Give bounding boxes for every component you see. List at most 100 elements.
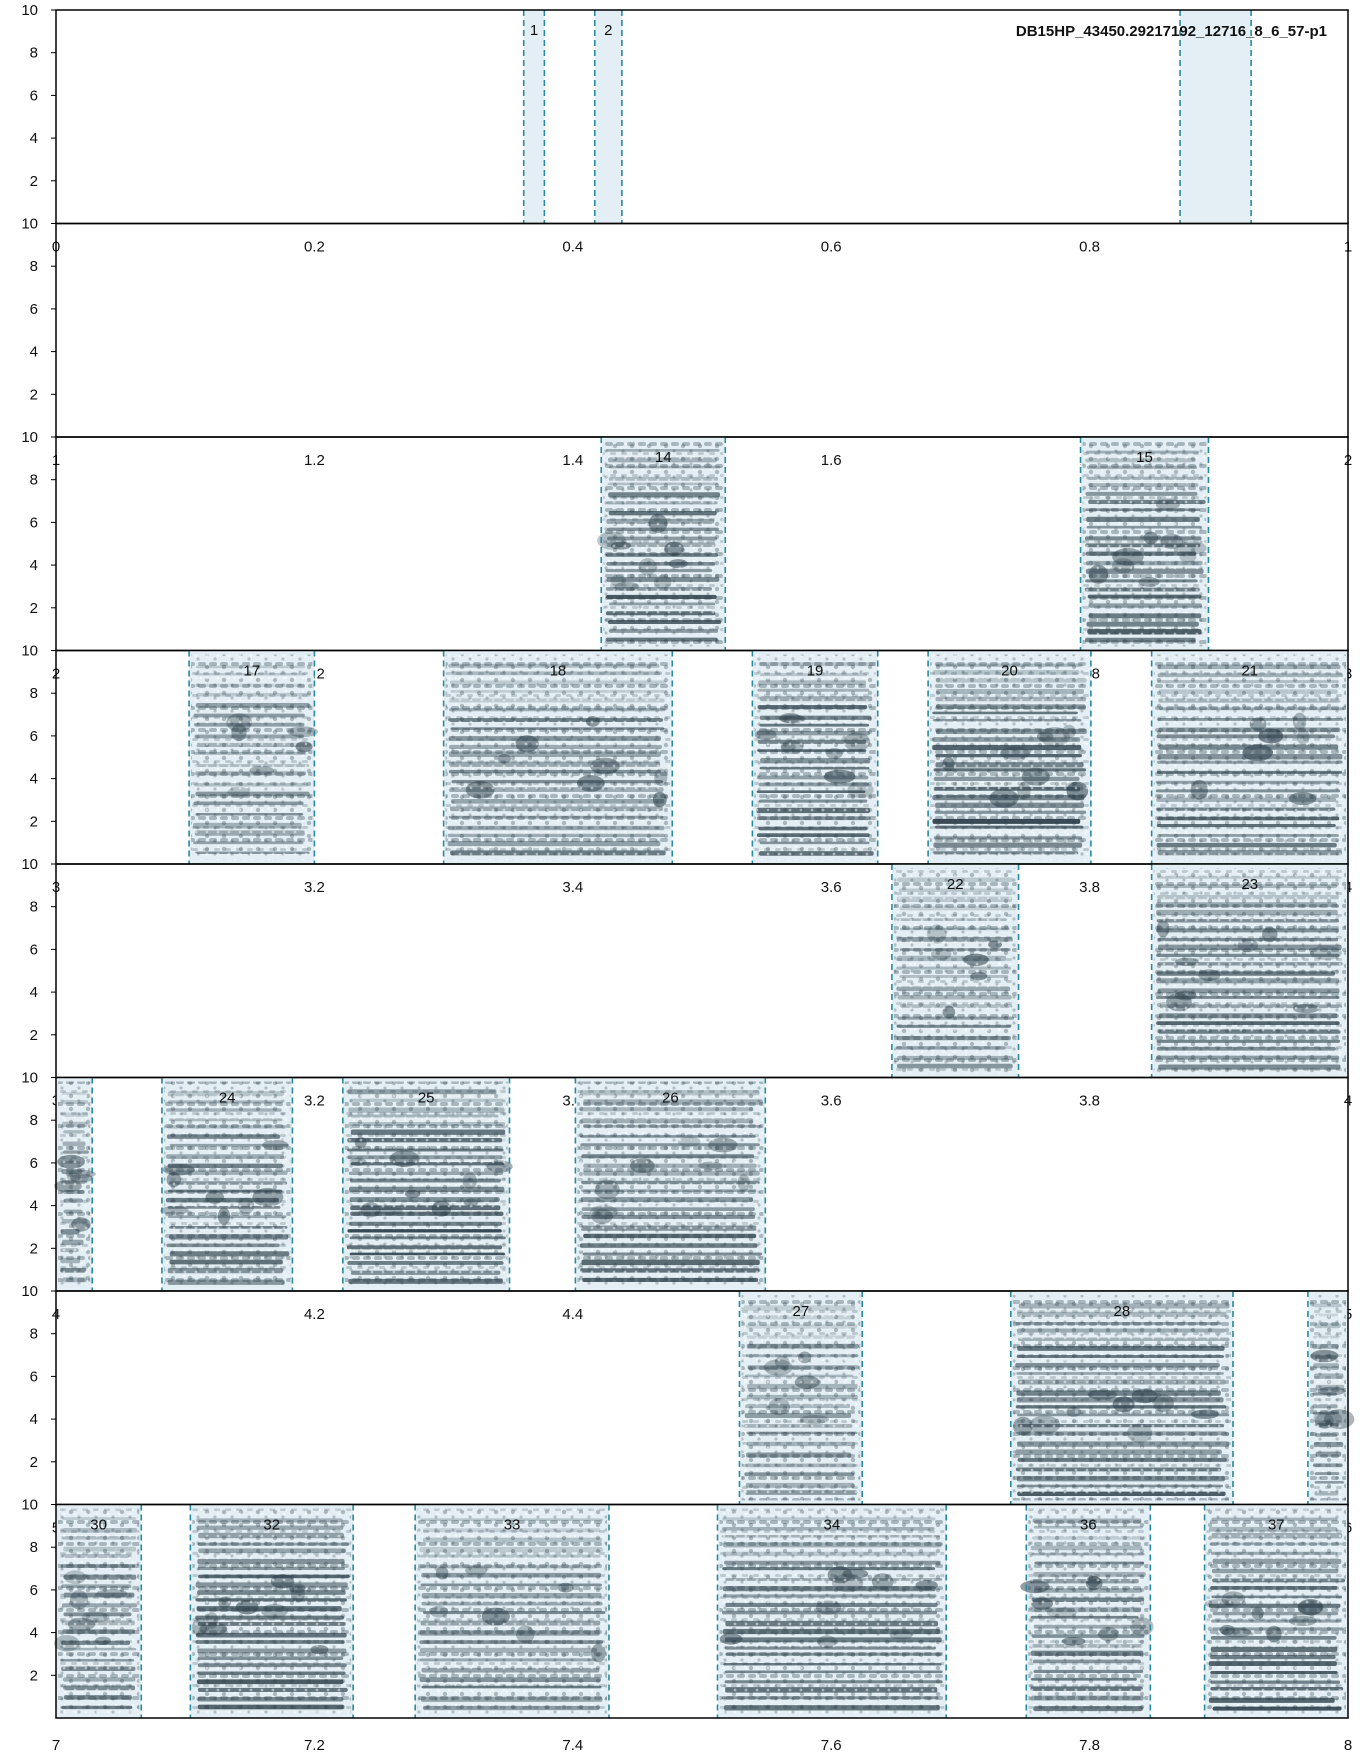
y-tick-label: 2 (30, 1027, 38, 1044)
segment[interactable]: 37 (1203, 1504, 1348, 1719)
y-tick-label: 10 (21, 216, 38, 233)
y-tick-label: 2 (30, 1240, 38, 1257)
segment[interactable]: 17 (188, 650, 318, 865)
y-tick-label: 2 (30, 1667, 38, 1684)
y-tick-label: 4 (30, 1625, 38, 1642)
y-tick-label: 4 (30, 984, 38, 1001)
y-tick-label: 8 (30, 1326, 38, 1343)
spectrogram-texture (192, 1508, 352, 1714)
segment-label: 28 (1114, 1303, 1131, 1320)
spectrogram-texture (163, 1081, 291, 1287)
y-tick-label: 4 (30, 771, 38, 788)
x-tick-label: 1.4 (562, 452, 583, 469)
spectrogram-row: 272824681055.25.45.65.86 (21, 1283, 1355, 1537)
y-tick-label: 10 (21, 2, 38, 19)
spectrogram-texture (191, 654, 313, 860)
segment[interactable]: 24 (160, 1077, 294, 1292)
y-tick-label: 6 (30, 514, 38, 531)
segment[interactable]: 23 (1150, 864, 1348, 1078)
y-tick-label: 6 (30, 1582, 38, 1599)
y-tick-label: 6 (30, 728, 38, 745)
x-tick-label: 7.4 (562, 1737, 583, 1754)
row-frame (55, 9, 1349, 225)
x-tick-label: 3.6 (821, 879, 842, 896)
segment-label: 37 (1268, 1517, 1285, 1534)
y-tick-label: 4 (30, 557, 38, 574)
y-tick-label: 10 (21, 1070, 38, 1087)
y-tick-label: 2 (30, 600, 38, 617)
y-tick-label: 2 (30, 173, 38, 190)
x-tick-label: 3.6 (821, 1093, 842, 1110)
segment-label: 1 (530, 22, 538, 39)
segment-label: 14 (655, 449, 672, 466)
spectrogram-texture (930, 654, 1089, 860)
y-tick-label: 6 (30, 301, 38, 318)
segment[interactable]: 22 (891, 864, 1020, 1078)
spectrogram-texture (1012, 1295, 1232, 1501)
x-tick-label: 4.2 (304, 1306, 325, 1323)
y-tick-label: 6 (30, 1155, 38, 1172)
segment[interactable] (1307, 1291, 1355, 1505)
segment[interactable]: 19 (751, 650, 879, 865)
segment-label: 21 (1241, 663, 1258, 680)
x-tick-label: 3.2 (304, 1093, 325, 1110)
segment[interactable]: 14 (597, 437, 727, 651)
segment[interactable]: 26 (574, 1077, 767, 1292)
x-tick-label: 8 (1344, 1737, 1352, 1754)
y-tick-label: 10 (21, 1497, 38, 1514)
segment-label: 36 (1080, 1517, 1097, 1534)
segment[interactable]: 28 (1009, 1291, 1234, 1505)
segment[interactable]: 34 (716, 1504, 947, 1719)
segment[interactable]: 32 (189, 1504, 354, 1719)
segment[interactable] (1179, 10, 1252, 224)
spectrogram-texture (603, 441, 724, 647)
x-tick-label: 3.8 (1079, 1093, 1100, 1110)
y-tick-label: 8 (30, 258, 38, 275)
segment[interactable]: 21 (1150, 650, 1348, 865)
segment-label: 20 (1001, 663, 1018, 680)
y-tick-label: 6 (30, 87, 38, 104)
segment-label: 15 (1136, 449, 1153, 466)
segment[interactable]: 20 (927, 650, 1092, 865)
spectrogram-texture (577, 1081, 764, 1287)
spectrogram-texture (1153, 868, 1346, 1074)
spectrogram-texture (893, 868, 1017, 1074)
segment-label: 25 (418, 1090, 435, 1107)
segment-box (523, 10, 545, 224)
figure-title: DB15HP_43450.29217192_12716_8_6_57-p1 (1016, 23, 1327, 40)
y-tick-label: 8 (30, 1539, 38, 1556)
segment[interactable]: 27 (738, 1291, 864, 1505)
spectrogram-texture (1309, 1295, 1346, 1501)
segment[interactable]: 2 (593, 10, 623, 224)
x-tick-label: 3.4 (562, 879, 583, 896)
segment[interactable] (54, 1077, 96, 1292)
y-tick-label: 4 (30, 130, 38, 147)
segment-label: 30 (90, 1517, 107, 1534)
spectrogram-row: 222324681033.23.43.63.84 (21, 856, 1352, 1110)
segment[interactable]: 1 (522, 10, 546, 224)
segment[interactable]: 33 (414, 1504, 610, 1719)
segment[interactable]: 25 (342, 1077, 513, 1292)
segment[interactable]: 15 (1079, 437, 1210, 651)
x-tick-label: 7.6 (821, 1737, 842, 1754)
spectrogram-texture (58, 1508, 140, 1714)
segment[interactable]: 18 (442, 650, 674, 865)
spectrogram-texture (741, 1295, 861, 1501)
x-tick-label: 0.6 (821, 239, 842, 256)
spectrogram-texture (445, 654, 671, 860)
segment-label: 27 (792, 1303, 809, 1320)
segment[interactable]: 30 (54, 1504, 143, 1719)
y-tick-label: 2 (30, 1454, 38, 1471)
segment-box (1180, 10, 1252, 224)
segment-label: 32 (263, 1517, 280, 1534)
spectrogram-texture (1082, 441, 1207, 647)
spectrogram-row: 141524681022.22.42.62.83 (21, 429, 1352, 683)
y-tick-label: 10 (21, 856, 38, 873)
segment-label: 33 (504, 1517, 521, 1534)
y-tick-label: 6 (30, 1368, 38, 1385)
segment[interactable]: 36 (1020, 1504, 1154, 1719)
x-tick-label: 4.4 (562, 1306, 583, 1323)
x-tick-label: 1.6 (821, 452, 842, 469)
